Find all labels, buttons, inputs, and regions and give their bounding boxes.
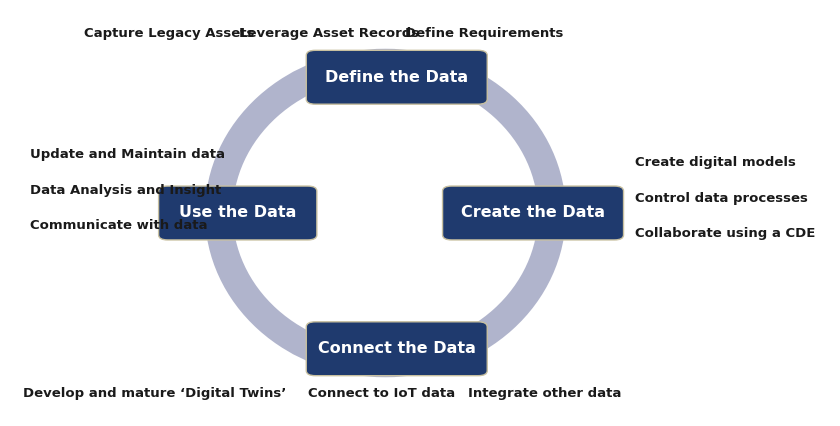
Text: Data Analysis and Insight: Data Analysis and Insight bbox=[29, 184, 221, 196]
Text: Connect to IoT data: Connect to IoT data bbox=[308, 387, 455, 400]
Text: Define Requirements: Define Requirements bbox=[405, 27, 563, 40]
Text: Collaborate using a CDE: Collaborate using a CDE bbox=[635, 227, 816, 240]
Text: Leverage Asset Records: Leverage Asset Records bbox=[239, 27, 418, 40]
Text: Develop and mature ‘Digital Twins’: Develop and mature ‘Digital Twins’ bbox=[23, 387, 286, 400]
FancyBboxPatch shape bbox=[443, 186, 623, 240]
Text: Connect the Data: Connect the Data bbox=[318, 341, 475, 356]
Text: Define the Data: Define the Data bbox=[325, 70, 469, 85]
Text: Create digital models: Create digital models bbox=[635, 156, 796, 170]
Text: Use the Data: Use the Data bbox=[179, 205, 297, 221]
Text: Create the Data: Create the Data bbox=[461, 205, 605, 221]
FancyBboxPatch shape bbox=[307, 50, 487, 104]
Text: Integrate other data: Integrate other data bbox=[468, 387, 621, 400]
Text: Communicate with data: Communicate with data bbox=[29, 219, 207, 232]
Text: Update and Maintain data: Update and Maintain data bbox=[29, 148, 224, 161]
Text: Capture Legacy Assets: Capture Legacy Assets bbox=[84, 27, 255, 40]
Text: Control data processes: Control data processes bbox=[635, 192, 808, 205]
FancyBboxPatch shape bbox=[159, 186, 317, 240]
FancyBboxPatch shape bbox=[307, 322, 487, 376]
